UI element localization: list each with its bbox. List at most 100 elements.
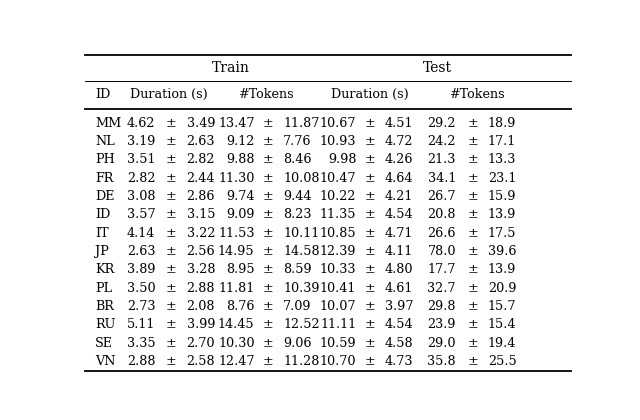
Text: 11.35: 11.35 [320, 208, 356, 221]
Text: ±: ± [467, 172, 478, 185]
Text: Duration (s): Duration (s) [332, 87, 409, 100]
Text: 3.15: 3.15 [187, 208, 215, 221]
Text: JP: JP [95, 245, 109, 258]
Text: ±: ± [263, 337, 274, 350]
Text: ±: ± [467, 318, 478, 331]
Text: 4.72: 4.72 [385, 135, 413, 148]
Text: 11.81: 11.81 [218, 282, 255, 295]
Text: ±: ± [263, 172, 274, 185]
Text: FR: FR [95, 172, 113, 185]
Text: 13.9: 13.9 [488, 263, 516, 276]
Text: 3.99: 3.99 [187, 318, 215, 331]
Text: 29.0: 29.0 [428, 337, 456, 350]
Text: 11.28: 11.28 [284, 355, 320, 368]
Text: 7.76: 7.76 [284, 135, 312, 148]
Text: ±: ± [263, 190, 274, 203]
Text: ±: ± [365, 337, 376, 350]
Text: 14.58: 14.58 [284, 245, 320, 258]
Text: DE: DE [95, 190, 115, 203]
Text: ±: ± [165, 337, 176, 350]
Text: ±: ± [365, 208, 376, 221]
Text: 4.51: 4.51 [385, 117, 413, 130]
Text: 10.59: 10.59 [319, 337, 356, 350]
Text: 10.47: 10.47 [320, 172, 356, 185]
Text: 4.64: 4.64 [385, 172, 413, 185]
Text: 3.57: 3.57 [127, 208, 156, 221]
Text: 8.76: 8.76 [226, 300, 255, 313]
Text: ±: ± [263, 300, 274, 313]
Text: ±: ± [365, 117, 376, 130]
Text: Duration (s): Duration (s) [131, 87, 208, 100]
Text: 11.87: 11.87 [284, 117, 320, 130]
Text: 4.80: 4.80 [385, 263, 413, 276]
Text: 11.30: 11.30 [218, 172, 255, 185]
Text: ±: ± [165, 355, 176, 368]
Text: 10.07: 10.07 [320, 300, 356, 313]
Text: 26.6: 26.6 [428, 227, 456, 240]
Text: 19.4: 19.4 [488, 337, 516, 350]
Text: ±: ± [165, 172, 176, 185]
Text: 34.1: 34.1 [428, 172, 456, 185]
Text: ±: ± [263, 117, 274, 130]
Text: SE: SE [95, 337, 113, 350]
Text: 4.62: 4.62 [127, 117, 156, 130]
Text: 3.97: 3.97 [385, 300, 413, 313]
Text: 4.21: 4.21 [385, 190, 413, 203]
Text: 15.7: 15.7 [488, 300, 516, 313]
Text: 2.88: 2.88 [187, 282, 215, 295]
Text: ±: ± [365, 245, 376, 258]
Text: 10.30: 10.30 [218, 337, 255, 350]
Text: 10.85: 10.85 [319, 227, 356, 240]
Text: ±: ± [467, 300, 478, 313]
Text: 20.8: 20.8 [428, 208, 456, 221]
Text: ±: ± [365, 300, 376, 313]
Text: 29.8: 29.8 [428, 300, 456, 313]
Text: ±: ± [467, 208, 478, 221]
Text: 15.4: 15.4 [488, 318, 516, 331]
Text: 9.06: 9.06 [284, 337, 312, 350]
Text: ±: ± [365, 172, 376, 185]
Text: ±: ± [365, 282, 376, 295]
Text: 4.54: 4.54 [385, 318, 413, 331]
Text: 26.7: 26.7 [428, 190, 456, 203]
Text: RU: RU [95, 318, 115, 331]
Text: NL: NL [95, 135, 115, 148]
Text: ±: ± [263, 135, 274, 148]
Text: 17.1: 17.1 [488, 135, 516, 148]
Text: 4.54: 4.54 [385, 208, 413, 221]
Text: 8.23: 8.23 [284, 208, 312, 221]
Text: 2.58: 2.58 [187, 355, 215, 368]
Text: ±: ± [365, 153, 376, 166]
Text: 2.86: 2.86 [187, 190, 215, 203]
Text: 15.9: 15.9 [488, 190, 516, 203]
Text: 10.39: 10.39 [284, 282, 320, 295]
Text: 5.11: 5.11 [127, 318, 156, 331]
Text: ±: ± [365, 227, 376, 240]
Text: 39.6: 39.6 [488, 245, 516, 258]
Text: Train: Train [212, 61, 250, 75]
Text: 2.70: 2.70 [187, 337, 215, 350]
Text: 12.52: 12.52 [284, 318, 320, 331]
Text: ID: ID [95, 87, 110, 100]
Text: 14.95: 14.95 [218, 245, 255, 258]
Text: ±: ± [467, 190, 478, 203]
Text: 23.1: 23.1 [488, 172, 516, 185]
Text: ±: ± [467, 227, 478, 240]
Text: 10.22: 10.22 [320, 190, 356, 203]
Text: 3.22: 3.22 [187, 227, 215, 240]
Text: ±: ± [365, 318, 376, 331]
Text: ±: ± [365, 190, 376, 203]
Text: 2.44: 2.44 [187, 172, 215, 185]
Text: ±: ± [467, 245, 478, 258]
Text: 25.5: 25.5 [488, 355, 516, 368]
Text: MM: MM [95, 117, 121, 130]
Text: KR: KR [95, 263, 114, 276]
Text: 3.89: 3.89 [127, 263, 156, 276]
Text: ±: ± [467, 135, 478, 148]
Text: 3.08: 3.08 [127, 190, 156, 203]
Text: #Tokens: #Tokens [238, 87, 294, 100]
Text: ±: ± [165, 300, 176, 313]
Text: #Tokens: #Tokens [449, 87, 504, 100]
Text: 10.67: 10.67 [320, 117, 356, 130]
Text: ±: ± [263, 245, 274, 258]
